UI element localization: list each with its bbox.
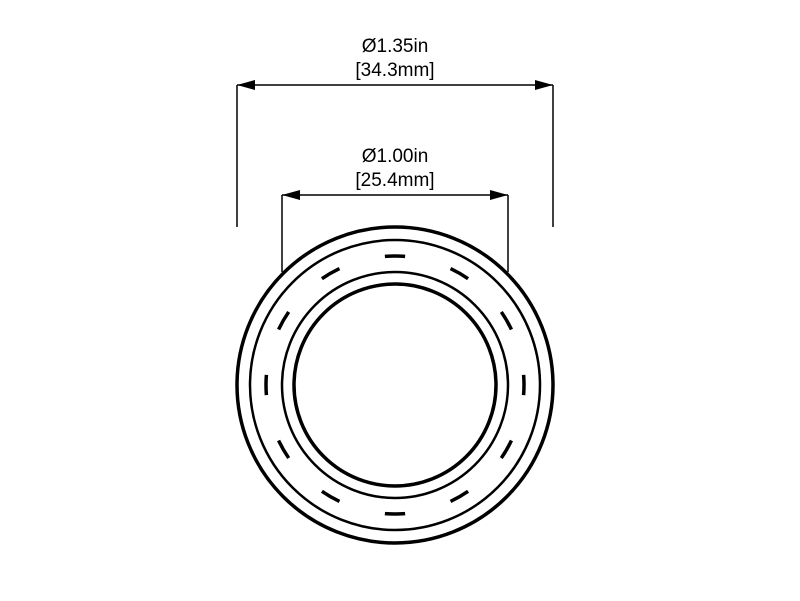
ring-part xyxy=(237,227,553,543)
hidden-circle-dashes xyxy=(266,256,524,514)
outer-dim-secondary-text: [34.3mm] xyxy=(355,60,434,81)
inner-dim-secondary-text: [25.4mm] xyxy=(355,170,434,191)
outer-diameter-dimension: Ø1.35in [34.3mm] xyxy=(237,36,553,227)
inner-diameter-dimension: Ø1.00in [25.4mm] xyxy=(282,146,508,272)
inner-dim-primary-text: Ø1.00in xyxy=(362,146,429,167)
dimension-diagram: Ø1.35in [34.3mm] Ø1.00in [25.4mm] xyxy=(0,0,800,601)
outer-dim-primary-text: Ø1.35in xyxy=(362,36,429,57)
